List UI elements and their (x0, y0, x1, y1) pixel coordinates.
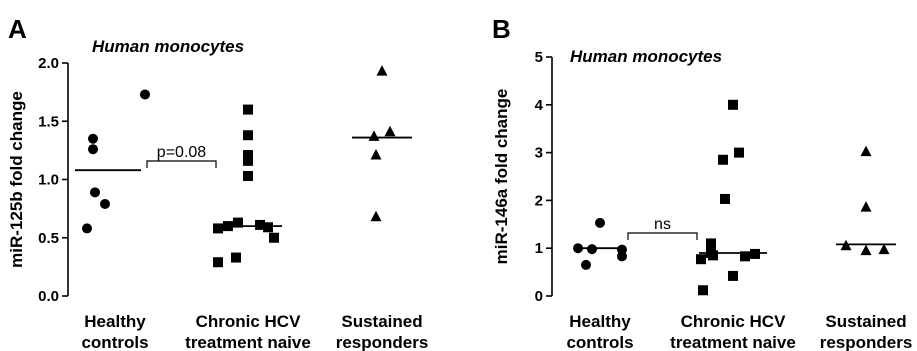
data-point-square (233, 217, 243, 228)
data-point-circle (100, 198, 110, 209)
significance-label: ns (654, 216, 671, 233)
data-point-square (728, 99, 738, 110)
data-point-circle (581, 259, 591, 270)
data-point-triangle (370, 149, 382, 160)
category-label: responders (336, 333, 429, 351)
category-label: Healthy (84, 312, 146, 331)
category-label: Sustained (825, 312, 906, 331)
data-point-circle (617, 251, 627, 262)
data-point-square (718, 154, 728, 165)
significance-label: p=0.08 (157, 144, 206, 161)
y-tick-label: 0 (535, 288, 543, 305)
chart-subtitle: Human monocytes (92, 37, 244, 56)
category-label: controls (566, 333, 633, 351)
data-point-square (750, 248, 760, 259)
data-point-circle (140, 89, 150, 100)
data-point-square (255, 219, 265, 230)
y-tick-label: 0.0 (38, 288, 59, 305)
data-point-triangle (860, 201, 872, 212)
data-point-square (213, 223, 223, 234)
chart-subtitle: Human monocytes (570, 47, 722, 66)
category-label: controls (81, 333, 148, 351)
y-tick-label: 3 (535, 145, 543, 162)
panel-letter: A (8, 14, 27, 44)
y-tick-label: 0.5 (38, 230, 59, 247)
data-point-square (243, 104, 253, 115)
data-point-square (706, 238, 716, 249)
data-point-circle (88, 144, 98, 155)
data-point-circle (587, 244, 597, 255)
category-label: treatment naive (670, 333, 796, 351)
y-tick-label: 2 (535, 192, 543, 209)
y-tick-label: 2.0 (38, 55, 59, 72)
data-point-square (698, 285, 708, 296)
data-point-square (243, 155, 253, 166)
data-point-square (734, 147, 744, 158)
data-point-triangle (860, 145, 872, 157)
data-point-triangle (368, 130, 380, 141)
y-tick-label: 5 (535, 49, 543, 66)
data-point-square (243, 130, 253, 141)
data-point-triangle (384, 125, 396, 137)
y-tick-label: 1.0 (38, 172, 59, 189)
data-point-triangle (376, 65, 388, 76)
category-label: responders (820, 333, 913, 351)
data-point-square (740, 251, 750, 262)
y-tick-label: 1.5 (38, 113, 59, 130)
data-point-triangle (878, 243, 890, 255)
data-point-circle (88, 133, 98, 144)
y-axis-label: miR-146a fold change (492, 89, 511, 265)
category-label: Sustained (341, 312, 422, 331)
y-axis-label: miR-125b fold change (7, 91, 26, 268)
category-label: Chronic HCV (196, 312, 302, 331)
category-label: treatment naive (185, 333, 311, 351)
data-point-circle (595, 217, 605, 228)
data-point-square (243, 171, 253, 182)
data-point-circle (90, 187, 100, 198)
y-tick-label: 4 (535, 97, 544, 114)
chart-panel-a: A Human monocytes miR-125b fold change 0.0 0… (7, 14, 428, 351)
data-point-circle (82, 223, 92, 234)
data-point-square (263, 222, 273, 233)
y-tick-label: 1 (535, 240, 543, 257)
significance-bracket (146, 160, 217, 168)
data-point-square (720, 193, 730, 204)
category-label: Healthy (569, 312, 631, 331)
data-point-square (231, 252, 241, 263)
panel-letter: B (492, 14, 511, 44)
data-point-square (708, 250, 718, 261)
data-point-square (269, 232, 279, 243)
category-label: Chronic HCV (681, 312, 787, 331)
data-point-triangle (860, 244, 872, 256)
chart-panel-b: B Human monocytes miR-146a fold change 0 1 2 3… (492, 14, 912, 351)
significance-bracket (627, 232, 698, 240)
data-point-triangle (370, 210, 382, 222)
data-point-square (728, 270, 738, 281)
data-point-square (213, 257, 223, 268)
data-point-square (243, 150, 253, 161)
data-point-square (696, 254, 706, 265)
